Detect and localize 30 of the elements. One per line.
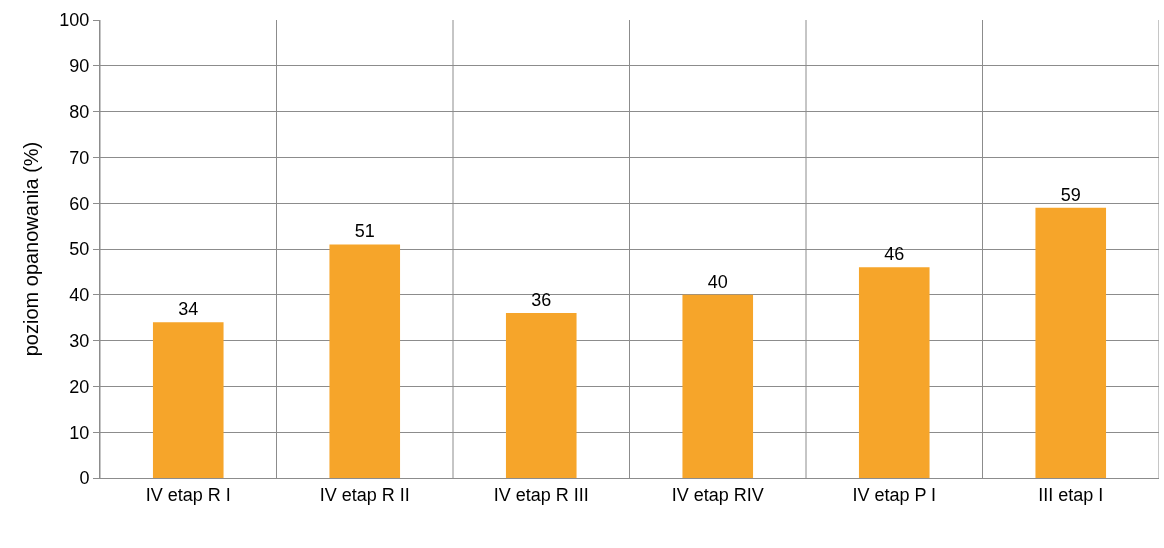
y-tick-label: 20 xyxy=(69,376,90,397)
x-tick-label: IV etap RIV xyxy=(671,484,764,505)
y-tick-label: 60 xyxy=(69,193,90,214)
y-tick-label: 50 xyxy=(69,239,90,260)
bar xyxy=(858,267,930,478)
data-label: 59 xyxy=(1060,184,1081,205)
x-tick-label: IV etap R III xyxy=(493,484,589,505)
y-tick-label: 70 xyxy=(69,147,90,168)
y-tick-label: 30 xyxy=(69,330,90,351)
y-tick-label: 10 xyxy=(69,422,90,443)
x-tick-label: IV etap R I xyxy=(145,484,231,505)
bar xyxy=(329,244,401,478)
y-axis-title: poziom opanowania (%) xyxy=(19,141,42,357)
x-tick-label: IV etap R II xyxy=(319,484,410,505)
data-label: 36 xyxy=(531,290,552,311)
y-tick-label: 80 xyxy=(69,101,90,122)
y-tick-label: 100 xyxy=(59,10,90,31)
x-tick-label: IV etap P I xyxy=(852,484,937,505)
data-label: 40 xyxy=(707,271,728,292)
bar xyxy=(682,294,754,478)
y-tick-label: 40 xyxy=(69,285,90,306)
y-tick-label: 0 xyxy=(79,468,90,489)
y-tick-label: 90 xyxy=(69,56,90,77)
bar xyxy=(152,322,224,478)
data-label: 46 xyxy=(884,244,905,265)
x-tick-label: III etap I xyxy=(1038,484,1104,505)
bar xyxy=(505,313,577,478)
data-label: 34 xyxy=(178,299,199,320)
data-label: 51 xyxy=(354,221,375,242)
bar xyxy=(1035,207,1107,478)
